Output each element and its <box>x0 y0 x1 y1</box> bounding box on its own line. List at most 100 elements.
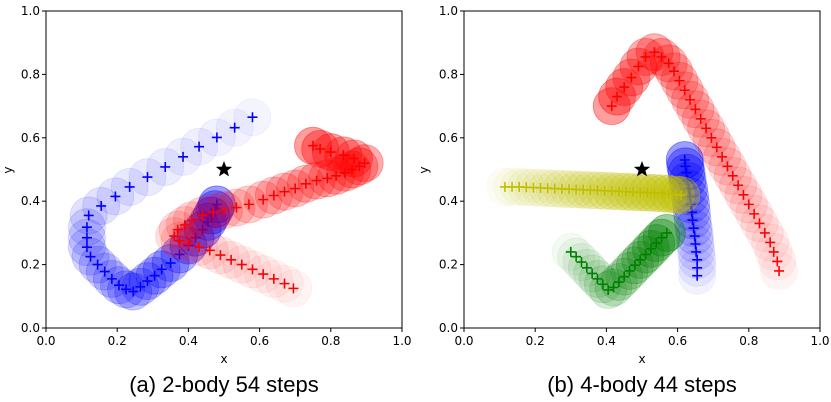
position-marker <box>85 251 96 262</box>
axes-frame-a <box>45 10 403 329</box>
position-marker <box>581 262 592 273</box>
position-marker <box>612 91 623 102</box>
position-marker <box>300 178 311 189</box>
panel-b: 0.0 0.2 0.4 0.6 0.8 1.0 0.0 0.2 0.4 0.6 0.8 1.0 x y… <box>417 4 830 397</box>
position-marker <box>640 249 651 260</box>
y-tick-label-b: 0.4 <box>439 194 458 208</box>
position-marker <box>706 132 717 143</box>
position-marker <box>290 183 301 194</box>
position-marker <box>279 278 290 289</box>
position-marker <box>288 283 299 294</box>
position-marker <box>682 175 693 186</box>
position-marker <box>197 224 208 235</box>
y-tick-label-a: 0.6 <box>21 131 40 145</box>
position-marker <box>774 265 785 276</box>
position-marker <box>160 161 171 172</box>
position-marker <box>685 94 696 105</box>
panel-a: 0.0 0.2 0.4 0.6 0.8 1.0 0.0 0.2 0.4 0.6 0.8 1.0 x y… <box>1 4 412 397</box>
position-marker <box>215 250 226 261</box>
x-axis-label-a: x <box>220 352 227 366</box>
position-marker <box>211 199 222 210</box>
x-tick-label-a: 0.4 <box>179 334 198 348</box>
position-marker <box>571 251 582 262</box>
position-marker <box>229 122 240 133</box>
series-body-red-a <box>155 126 384 308</box>
position-marker <box>711 142 722 153</box>
position-marker <box>174 249 185 260</box>
goal-star-b <box>633 161 651 177</box>
position-marker <box>81 232 92 243</box>
series-body-blue-b <box>665 141 717 295</box>
position-marker <box>92 259 103 270</box>
position-marker <box>606 101 617 112</box>
position-marker <box>315 143 326 154</box>
position-marker <box>619 271 630 282</box>
y-tick-label-b: 0.6 <box>439 131 458 145</box>
series-body-yellow-b <box>486 168 701 215</box>
position-marker <box>311 175 322 186</box>
position-marker <box>268 190 279 201</box>
position-marker <box>96 200 107 211</box>
position-marker <box>83 210 94 221</box>
position-marker <box>768 246 779 257</box>
position-marker <box>179 219 190 230</box>
position-marker <box>613 277 624 288</box>
caption-b: (b) 4-body 44 steps <box>547 372 737 397</box>
x-tick-label-b: 0.8 <box>739 334 758 348</box>
y-tick-label-a: 0.4 <box>21 194 40 208</box>
position-marker <box>331 170 342 181</box>
position-marker <box>149 270 160 281</box>
position-marker <box>226 254 237 265</box>
x-tick-label-a: 1.0 <box>392 334 411 348</box>
position-marker <box>338 150 349 161</box>
position-marker <box>656 51 667 62</box>
position-marker <box>759 227 770 238</box>
position-marker <box>640 51 651 62</box>
caption-a: (a) 2-body 54 steps <box>129 372 319 397</box>
series-body-green-b <box>551 213 686 309</box>
position-marker <box>258 269 269 280</box>
position-marker <box>587 268 598 279</box>
position-marker <box>81 242 92 253</box>
position-marker <box>686 199 697 210</box>
x-tick-label-b: 1.0 <box>810 334 829 348</box>
position-marker <box>685 191 696 202</box>
position-marker <box>156 264 167 275</box>
position-marker <box>186 215 197 226</box>
position-marker <box>231 202 242 213</box>
position-marker <box>194 242 205 253</box>
position-marker <box>565 246 576 257</box>
position-marker <box>608 282 619 293</box>
position-marker <box>243 199 254 210</box>
position-marker <box>733 180 744 191</box>
position-marker <box>661 227 672 238</box>
position-marker <box>128 286 139 297</box>
axes-frame-b <box>463 10 821 329</box>
position-marker <box>629 260 640 271</box>
position-marker <box>190 232 201 243</box>
position-marker <box>656 232 667 243</box>
goal-star-a <box>215 161 233 177</box>
y-tick-label-b: 0.8 <box>439 67 458 81</box>
position-marker <box>676 190 687 201</box>
position-marker <box>348 153 359 164</box>
position-marker <box>626 72 637 83</box>
position-marker <box>211 132 222 143</box>
position-marker <box>194 141 205 152</box>
x-tick-label-a: 0.6 <box>250 334 269 348</box>
position-marker <box>204 245 215 256</box>
position-marker <box>727 170 738 181</box>
y-tick-label-a: 1.0 <box>21 4 40 18</box>
position-marker <box>635 254 646 265</box>
position-marker <box>674 75 685 86</box>
position-marker <box>649 47 660 58</box>
x-tick-label-b: 0.2 <box>526 334 545 348</box>
position-marker <box>142 172 153 183</box>
x-tick-label-a: 0.2 <box>108 334 127 348</box>
position-marker <box>624 265 635 276</box>
position-marker <box>106 273 117 284</box>
position-marker <box>268 273 279 284</box>
position-marker <box>99 266 110 277</box>
position-marker <box>692 254 703 265</box>
